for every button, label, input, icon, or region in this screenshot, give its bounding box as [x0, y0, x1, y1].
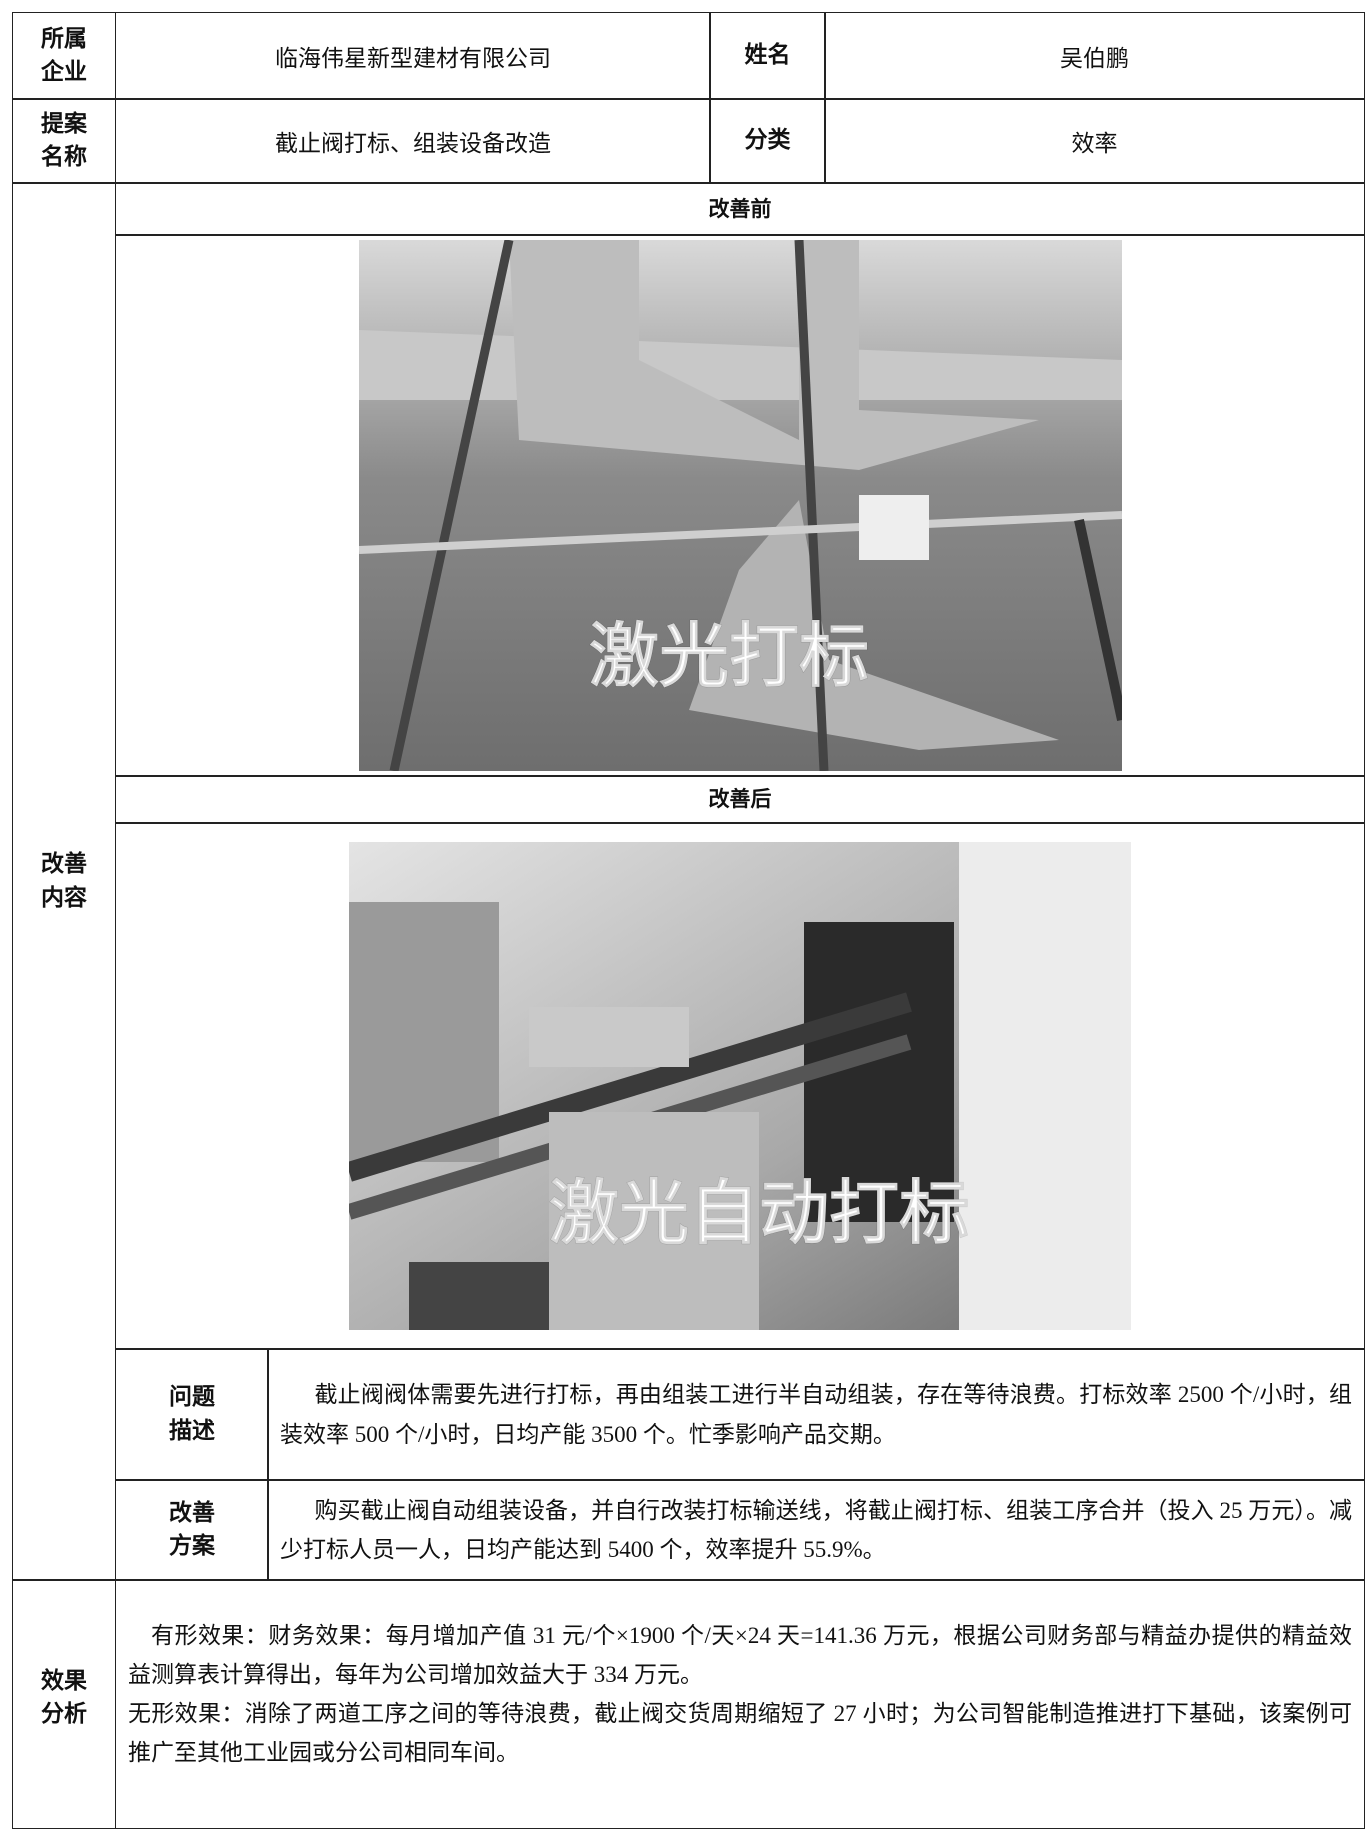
- value-cell: 吴伯鹏: [824, 12, 1365, 100]
- label: 分类: [744, 127, 791, 154]
- value-cell: 截止阀打标、组装设备改造: [115, 98, 711, 184]
- section-title: 改善后: [115, 775, 1365, 824]
- photo-cell: 激光打标: [115, 234, 1365, 777]
- solution-text: 购买截止阀自动组装设备，并自行改装打标输送线，将截止阀打标、组装工序合并（投入 …: [280, 1497, 1352, 1562]
- company: 临海伟星新型建材有限公司: [275, 46, 551, 71]
- label: 姓名: [744, 42, 791, 69]
- label-cell: 改善内容: [12, 182, 116, 1581]
- label: 改善方案: [168, 1499, 215, 1559]
- problem-text: 截止阀阀体需要先进行打标，再由组装工进行半自动组装，存在等待浪费。打标效率 25…: [280, 1382, 1352, 1447]
- label-cell: 所属企业: [12, 12, 116, 100]
- photo-cell: 激光自动打标: [115, 822, 1365, 1350]
- label-cell: 分类: [709, 98, 826, 184]
- text-cell: 购买截止阀自动组装设备，并自行改装打标输送线，将截止阀打标、组装工序合并（投入 …: [267, 1479, 1365, 1581]
- category: 效率: [1071, 131, 1118, 156]
- text-cell: 有形效果：财务效果：每月增加产值 31 元/个×1900 个/天×24 天=14…: [115, 1579, 1365, 1829]
- label-cell: 改善方案: [115, 1479, 269, 1581]
- effect-paragraph: 有形效果：财务效果：每月增加产值 31 元/个×1900 个/天×24 天=14…: [128, 1623, 1352, 1688]
- value-cell: 临海伟星新型建材有限公司: [115, 12, 711, 100]
- title: 改善前: [708, 196, 772, 221]
- effect-paragraph: 无形效果：消除了两道工序之间的等待浪费，截止阀交货周期缩短了 27 小时；为公司…: [128, 1701, 1352, 1766]
- photo-caption: 激光打标: [589, 615, 869, 697]
- label-cell: 效果分析: [12, 1579, 116, 1829]
- label: 效果分析: [40, 1668, 87, 1728]
- label-cell: 提案名称: [12, 98, 116, 184]
- section-title: 改善前: [115, 182, 1365, 236]
- title: 改善后: [708, 787, 772, 812]
- label-cell: 姓名: [709, 12, 826, 100]
- value-cell: 效率: [824, 98, 1365, 184]
- label-cell: 问题描述: [115, 1348, 269, 1481]
- label: 问题描述: [168, 1384, 215, 1444]
- label: 所属企业: [40, 25, 87, 85]
- photo-after: 激光自动打标: [349, 842, 1131, 1330]
- label: 提案名称: [40, 110, 87, 170]
- name: 吴伯鹏: [1060, 46, 1129, 71]
- photo-before: 激光打标: [358, 240, 1122, 771]
- text-cell: 截止阀阀体需要先进行打标，再由组装工进行半自动组装，存在等待浪费。打标效率 25…: [267, 1348, 1365, 1481]
- label: 改善内容: [40, 851, 87, 911]
- proposal: 截止阀打标、组装设备改造: [275, 131, 551, 156]
- photo-caption: 激光自动打标: [549, 1172, 969, 1254]
